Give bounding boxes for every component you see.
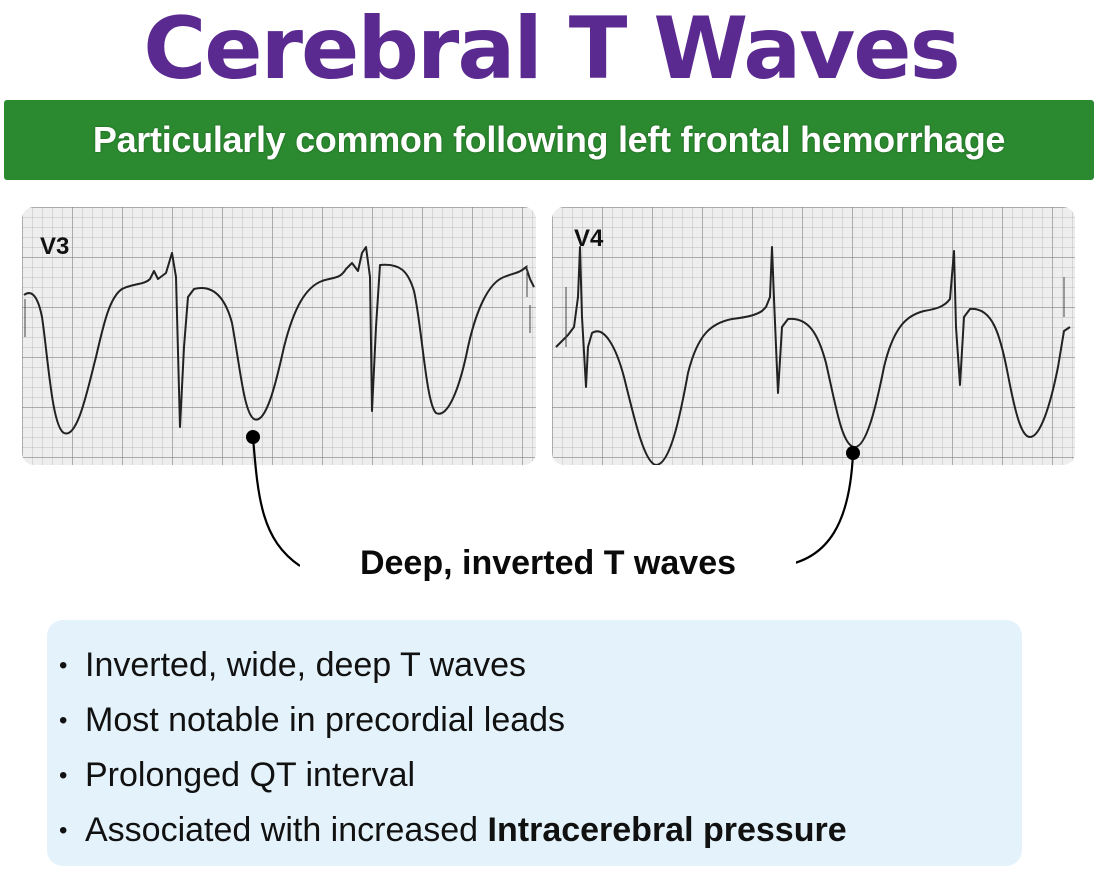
bullet-icon: • — [59, 762, 68, 789]
callout-line-left — [251, 436, 301, 567]
key-point: • Inverted, wide, deep T waves — [59, 638, 1022, 693]
ecg-trace-v3 — [23, 246, 535, 435]
key-points-box: • Inverted, wide, deep T waves • Most nota… — [47, 620, 1022, 866]
key-point-text: Associated with increased — [85, 811, 488, 849]
bullet-icon: • — [59, 707, 68, 734]
bullet-icon: • — [59, 817, 68, 844]
key-point-emphasis: Intracerebral pressure — [487, 811, 847, 849]
ecg-trace-v4 — [555, 246, 1071, 465]
key-point-text: Most notable in precordial leads — [85, 701, 566, 739]
callout-label: Deep, inverted T waves — [300, 544, 796, 583]
key-point: • Associated with increased Intracerebral… — [59, 803, 1022, 858]
lead-label-v3: V3 — [40, 233, 70, 260]
key-point-text: Prolonged QT interval — [85, 756, 416, 794]
key-points-list: • Inverted, wide, deep T waves • Most nota… — [47, 620, 1022, 858]
bullet-icon: • — [59, 652, 68, 679]
callout-dot-left — [246, 430, 260, 444]
key-point: • Prolonged QT interval — [59, 748, 1022, 803]
subtitle-banner: Particularly common following left front… — [4, 100, 1094, 180]
key-point: • Most notable in precordial leads — [59, 693, 1022, 748]
page-title: Cerebral T Waves — [143, 0, 961, 99]
key-point-text: Inverted, wide, deep T waves — [85, 646, 527, 684]
lead-label-v4: V4 — [574, 225, 604, 252]
ecg-strip-v4: V4 — [552, 207, 1075, 465]
callout-line-right — [779, 452, 855, 568]
ecg-strip-v3: V3 — [22, 207, 536, 465]
banner-text: Particularly common following left front… — [92, 119, 1006, 160]
callout-dot-right — [846, 446, 860, 460]
